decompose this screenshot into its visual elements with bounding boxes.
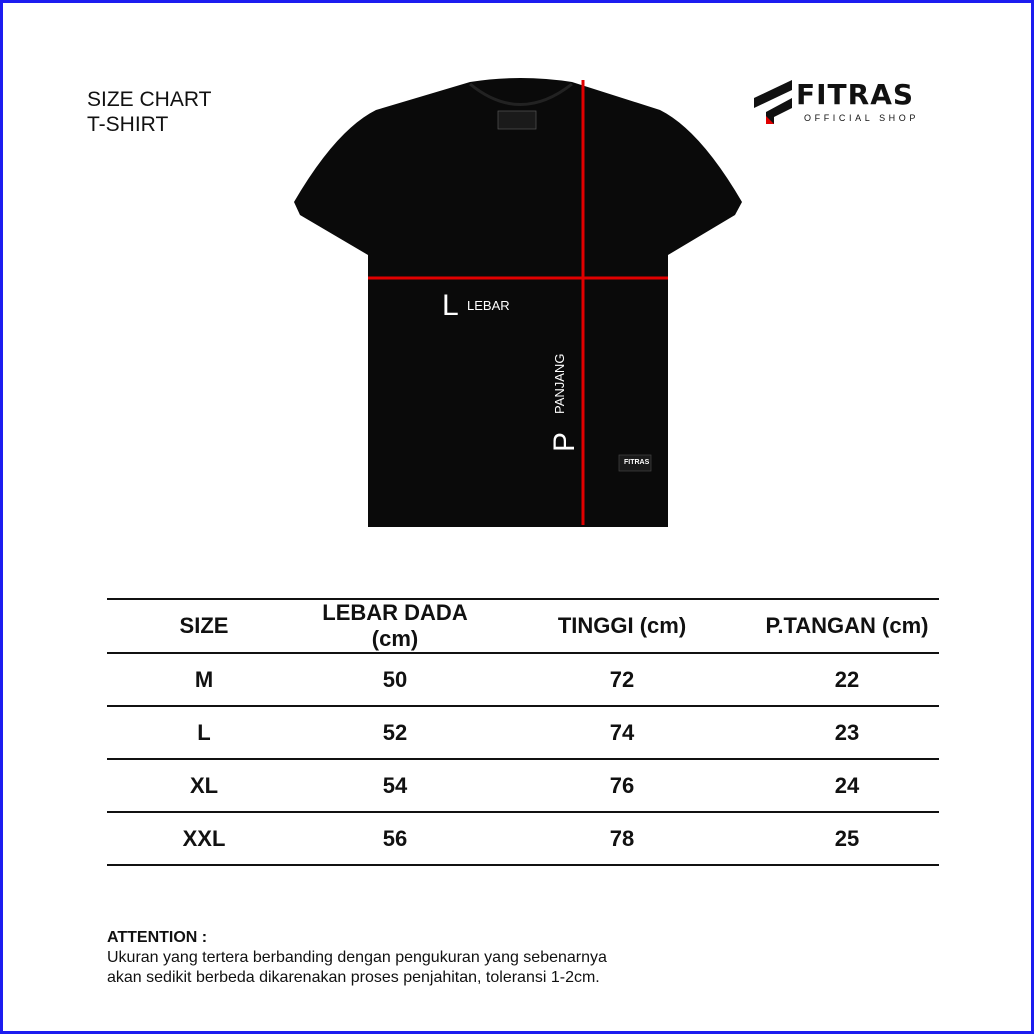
table-header-row: SIZE LEBAR DADA (cm) TINGGI (cm) P.TANGA… [107,598,939,654]
cell: XXL [107,811,301,866]
logo-tagline: OFFICIAL SHOP [804,113,919,123]
header-size: SIZE [107,598,301,654]
cell: 74 [489,705,755,760]
attention-line-1: Ukuran yang tertera berbanding dengan pe… [107,949,607,966]
cell: 25 [755,811,939,866]
page-title: SIZE CHART T-SHIRT [87,87,211,137]
cell: 50 [301,652,489,707]
length-letter: P [548,431,581,452]
cell: 24 [755,758,939,813]
title-line-1: SIZE CHART [87,88,212,111]
tshirt-shape [294,78,742,527]
title-line-2: T-SHIRT [87,113,169,136]
logo-mark-icon [754,80,792,124]
width-letter: L [442,289,459,322]
header-chest-width: LEBAR DADA (cm) [301,598,489,654]
cell: 78 [489,811,755,866]
cell: L [107,705,301,760]
neck-label [497,110,537,130]
cell: 72 [489,652,755,707]
size-table: SIZE LEBAR DADA (cm) TINGGI (cm) P.TANGA… [107,598,939,866]
brand-logo: FITRAS OFFICIAL SHOP [752,80,947,125]
header-sleeve-length: P.TANGAN (cm) [755,598,939,654]
attention-heading: ATTENTION : [107,929,208,946]
collar [469,82,573,106]
table-row: XL 54 76 24 [107,758,939,813]
table-row: XXL 56 78 25 [107,811,939,866]
cell: 52 [301,705,489,760]
table-row: M 50 72 22 [107,652,939,707]
table-row: L 52 74 23 [107,705,939,760]
cell: M [107,652,301,707]
cell: 56 [301,811,489,866]
cell: 22 [755,652,939,707]
cell: 76 [489,758,755,813]
width-label: LEBAR [467,298,510,313]
attention-note: ATTENTION : Ukuran yang tertera berbandi… [107,928,607,988]
cell: XL [107,758,301,813]
attention-line-2: akan sedikit berbeda dikarenakan proses … [107,969,600,986]
hem-tag-text: FITRAS [624,459,650,466]
logo-brand: FITRAS [796,78,915,111]
cell: 54 [301,758,489,813]
hem-tag [618,454,652,472]
length-label: PANJANG [552,353,567,414]
cell: 23 [755,705,939,760]
header-height: TINGGI (cm) [489,598,755,654]
